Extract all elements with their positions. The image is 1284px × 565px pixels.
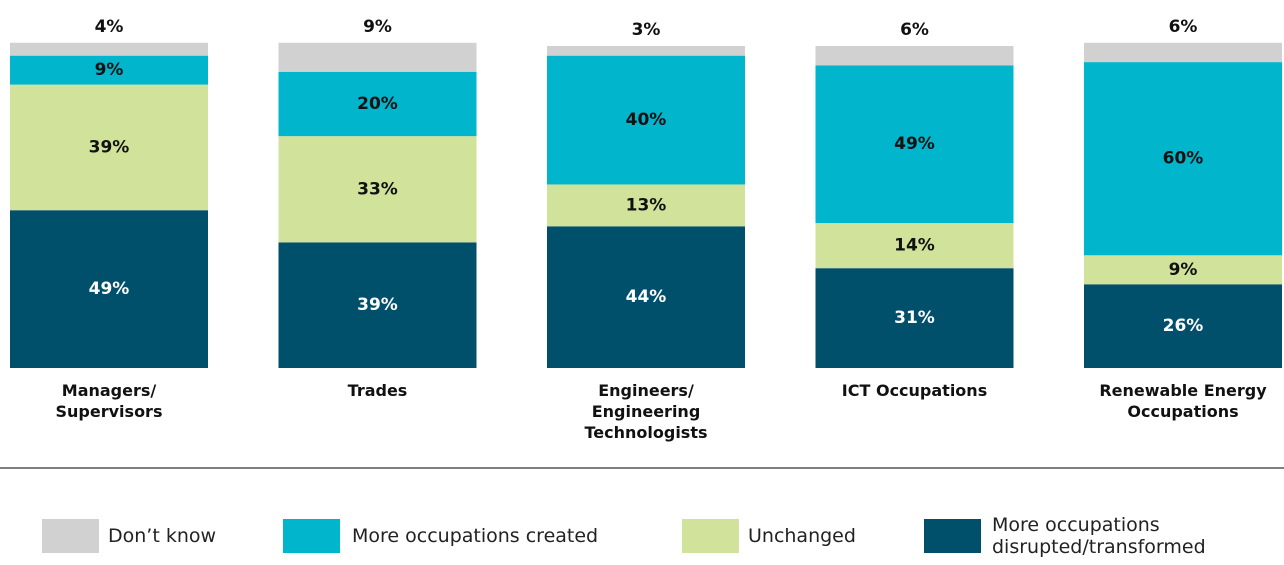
bar-segment (278, 71, 477, 137)
bar-segment (815, 46, 1014, 66)
category-label: ICT Occupations (841, 381, 988, 400)
value-label: 13% (626, 195, 667, 215)
bar-segment (1084, 62, 1282, 256)
bar-segment (815, 268, 1014, 368)
value-label: 6% (1169, 17, 1198, 37)
value-label: 6% (900, 20, 929, 40)
value-label: 14% (894, 236, 935, 256)
value-label: 9% (95, 60, 124, 80)
legend-label: Unchanged (748, 525, 856, 547)
category-label: Engineers/ Engineering Technologists (584, 381, 708, 442)
category-label: Renewable Energy Occupations (1099, 381, 1267, 421)
value-label: 39% (89, 137, 130, 157)
value-label: 9% (363, 17, 392, 37)
category-label: Managers/ Supervisors (55, 381, 163, 421)
legend-label: More occupations created (352, 525, 599, 547)
bar-segment (547, 55, 745, 185)
value-label: 4% (95, 17, 124, 37)
bar-segment (547, 46, 745, 56)
bar-segment (1084, 255, 1282, 285)
bar-segment (278, 136, 477, 243)
value-label: 44% (626, 287, 667, 307)
bar-segment (278, 42, 477, 72)
category-label: Trades (347, 381, 408, 400)
value-label: 3% (632, 20, 661, 40)
bar-segment (10, 210, 208, 368)
bar-segment (547, 226, 745, 368)
legend-label: Don’t know (108, 525, 217, 547)
value-label: 9% (1169, 260, 1198, 280)
value-label: 20% (357, 94, 398, 114)
legend-swatch (682, 519, 739, 553)
bar-segment (10, 55, 208, 85)
legend-label: More occupations disrupted/transformed (992, 514, 1206, 558)
bar-segment (815, 223, 1014, 269)
bar-segment (1084, 284, 1282, 368)
legend-swatch (42, 519, 99, 553)
value-label: 31% (894, 308, 935, 328)
legend-swatch (924, 519, 981, 553)
bar-segment (815, 65, 1014, 224)
value-label: 26% (1163, 316, 1204, 336)
legend-swatch (283, 519, 340, 553)
bar-segment (1084, 42, 1282, 63)
value-label: 33% (357, 179, 398, 199)
value-label: 40% (626, 110, 667, 130)
bar-segment (10, 42, 208, 56)
value-label: 60% (1163, 149, 1204, 169)
value-label: 49% (89, 279, 130, 299)
value-label: 39% (357, 295, 398, 315)
bar-segment (547, 184, 745, 227)
bar-segment (10, 84, 208, 211)
bar-segment (278, 242, 477, 368)
value-label: 49% (894, 134, 935, 154)
